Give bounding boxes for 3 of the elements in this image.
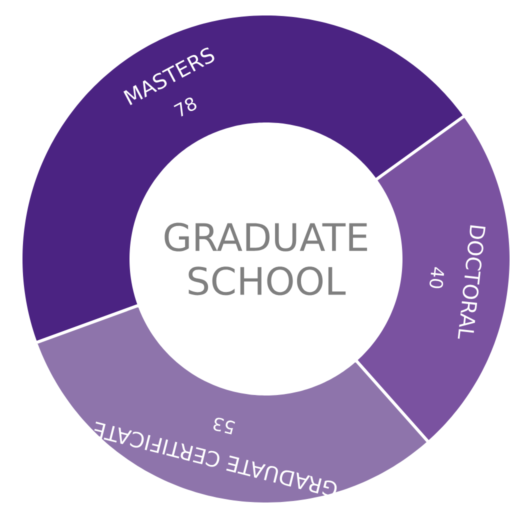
data-label: 40: [430, 267, 444, 288]
text: GRADUATE SCHOOL: [164, 222, 368, 296]
slice-label: DOCTORAL: [458, 225, 486, 339]
